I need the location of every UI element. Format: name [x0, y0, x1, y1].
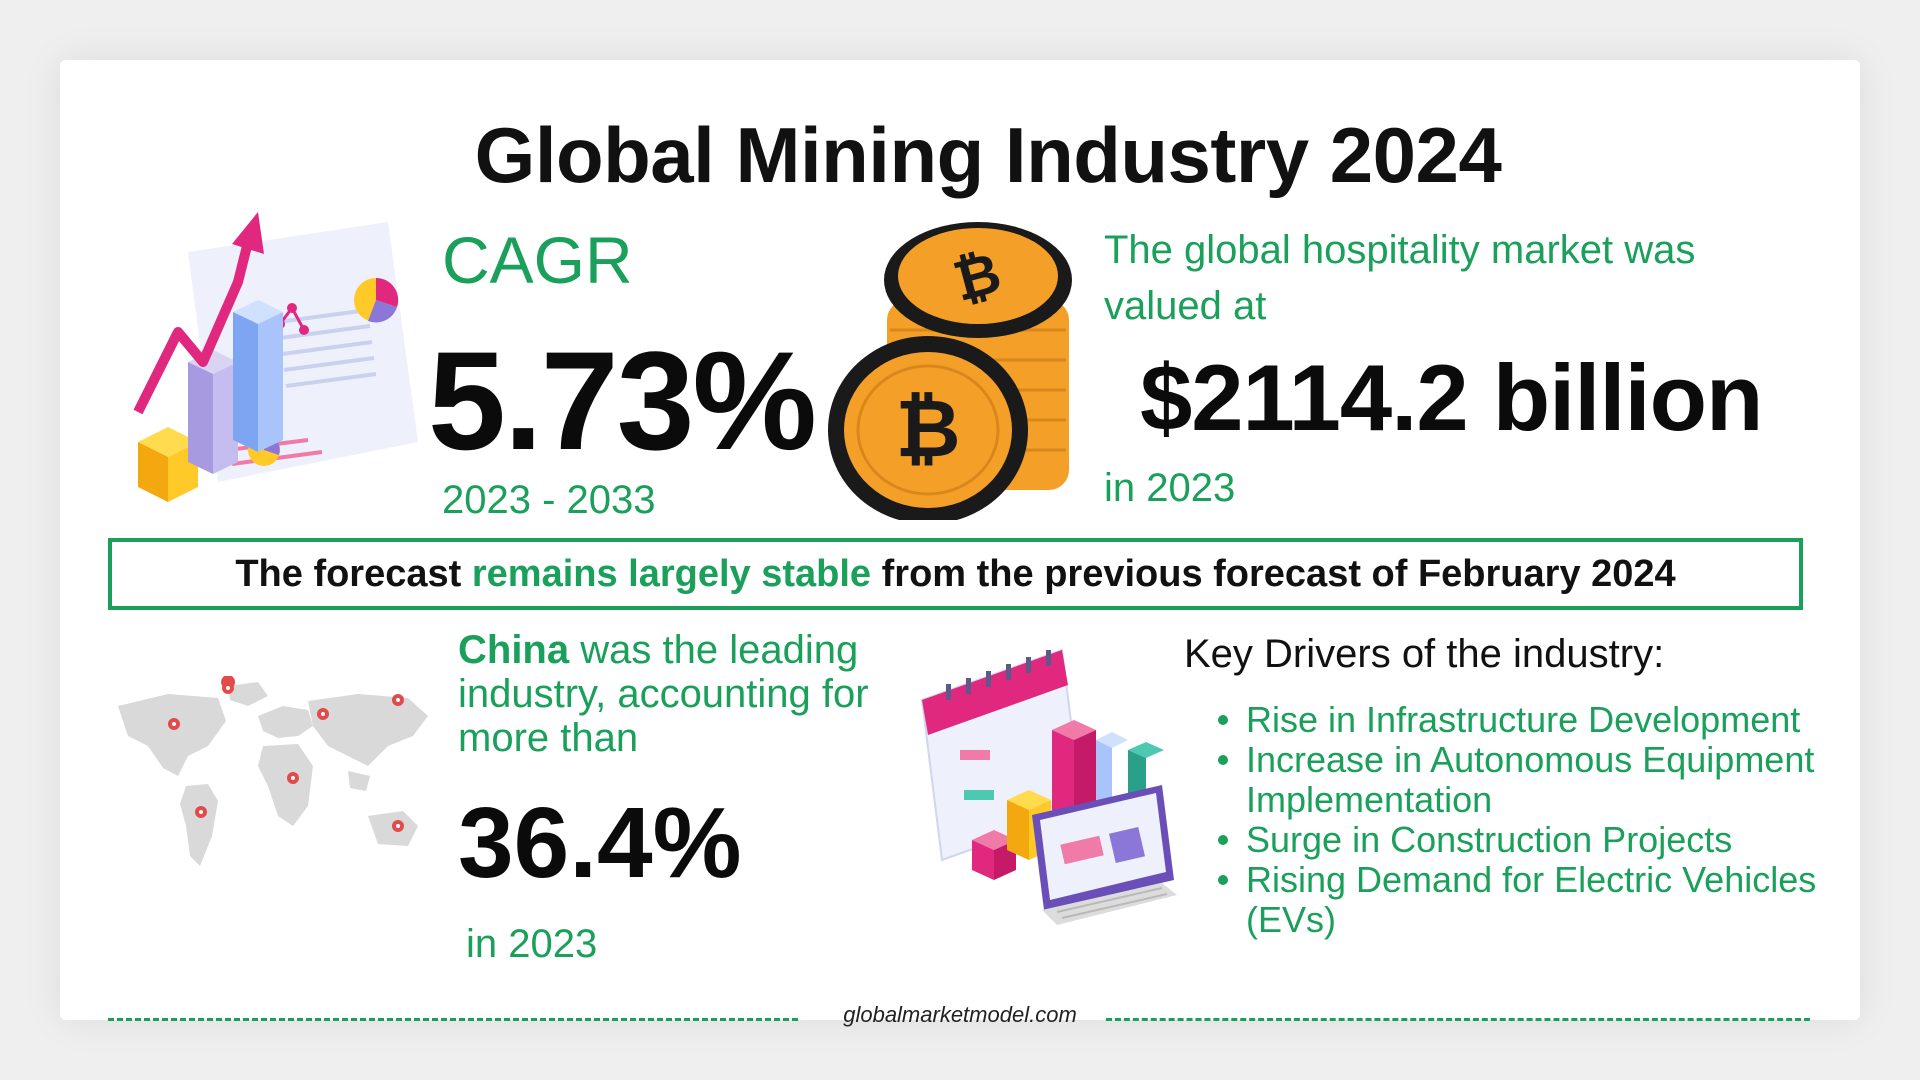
- growth-chart-icon: [133, 212, 418, 502]
- footer-site: globalmarketmodel.com: [843, 1002, 1077, 1027]
- leader-value: 36.4%: [458, 787, 742, 899]
- driver-item: Rising Demand for Electric Vehicles (EVs…: [1218, 860, 1886, 940]
- driver-item: Increase in Autonomous Equipment Impleme…: [1218, 740, 1886, 820]
- drivers-title: Key Drivers of the industry:: [1184, 632, 1665, 676]
- market-description: The global hospitality market was valued…: [1104, 228, 1696, 328]
- drivers-list: Rise in Infrastructure Development Incre…: [1210, 700, 1886, 940]
- footer-divider-right: [1106, 1018, 1810, 1021]
- forecast-banner: The forecast remains largely stable from…: [108, 538, 1803, 610]
- leader-description: China was the leading industry, accounti…: [458, 628, 898, 760]
- driver-item: Surge in Construction Projects: [1218, 820, 1886, 860]
- bitcoin-coins-icon: ₿ ₿: [828, 222, 1072, 520]
- world-map-icon: [118, 676, 428, 866]
- driver-item: Rise in Infrastructure Development: [1218, 700, 1886, 740]
- leader-text: was the leading industry, accounting for…: [458, 628, 869, 760]
- leader-year: in 2023: [466, 922, 598, 966]
- cagr-period: 2023 - 2033: [442, 478, 656, 522]
- forecast-prefix: The forecast: [235, 553, 462, 595]
- forecast-highlight: remains largely stable: [471, 553, 872, 595]
- cagr-label: CAGR: [442, 223, 633, 297]
- cagr-value: 5.73%: [428, 322, 817, 479]
- market-year: in 2023: [1104, 466, 1236, 510]
- forecast-suffix: from the previous forecast of February 2…: [881, 553, 1676, 595]
- footer-divider-left: [108, 1018, 798, 1021]
- page-title: Global Mining Industry 2024: [474, 111, 1502, 199]
- leader-country: China: [458, 628, 570, 672]
- calendar-dashboard-icon: [920, 648, 1177, 925]
- market-value: $2114.2 billion: [1140, 345, 1763, 450]
- svg-text:₿: ₿: [895, 382, 960, 475]
